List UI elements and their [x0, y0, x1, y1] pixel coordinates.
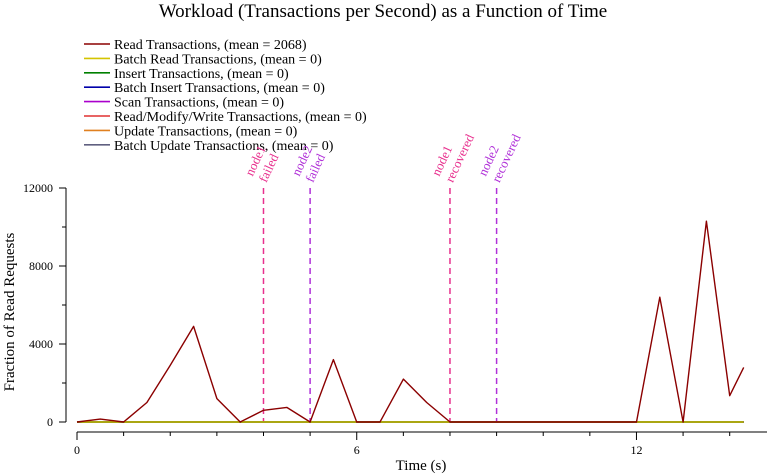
- x-tick-label: 6: [354, 443, 360, 457]
- chart-title: Workload (Transactions per Second) as a …: [159, 1, 607, 22]
- y-tick-label: 8000: [29, 259, 53, 273]
- y-tick-label: 0: [47, 415, 53, 429]
- series-line: [76, 220, 745, 423]
- y-tick-label: 4000: [29, 337, 53, 351]
- y-axis-label: Fraction of Read Requests: [2, 232, 18, 391]
- legend-label: Batch Insert Transactions, (mean = 0): [114, 81, 325, 96]
- legend-label: Batch Update Transactions, (mean = 0): [114, 139, 334, 154]
- legend-label: Read Transactions, (mean = 2068): [114, 38, 307, 53]
- legend-label: Scan Transactions, (mean = 0): [114, 96, 284, 111]
- y-tick-label: 12000: [23, 181, 53, 195]
- axes: 0 4000 8000 12000 0 6 12: [23, 181, 767, 457]
- legend-label: Batch Read Transactions, (mean = 0): [114, 52, 322, 67]
- x-tick-label: 0: [74, 443, 80, 457]
- legend: Read Transactions, (mean = 2068)Batch Re…: [84, 38, 367, 154]
- x-tick-label: 12: [630, 443, 642, 457]
- legend-label: Update Transactions, (mean = 0): [114, 124, 298, 139]
- legend-label: Read/Modify/Write Transactions, (mean = …: [114, 110, 367, 125]
- x-axis-label: Time (s): [396, 458, 447, 474]
- legend-label: Insert Transactions, (mean = 0): [114, 67, 289, 82]
